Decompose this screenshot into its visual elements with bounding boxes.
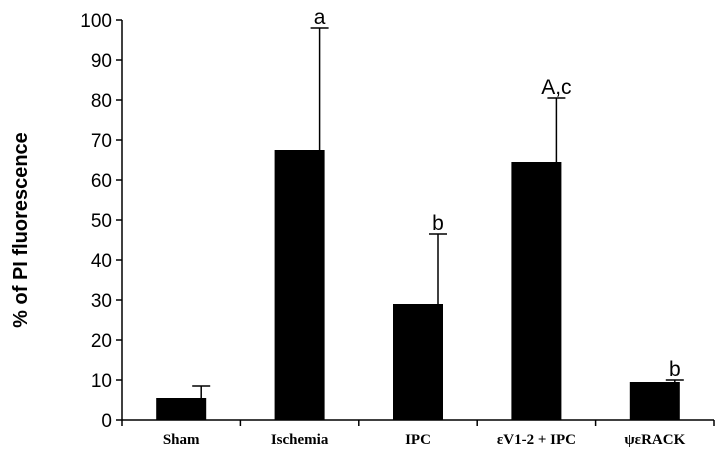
bar: [393, 304, 443, 420]
y-tick-label: 0: [101, 411, 112, 432]
significance-label: b: [669, 358, 681, 381]
significance-labels: a b A,c b: [314, 6, 681, 381]
y-tick-label: 80: [91, 91, 112, 112]
bar: [511, 162, 562, 420]
y-tick-label: 20: [91, 331, 112, 352]
bar: [156, 398, 207, 420]
y-tick-label: 60: [91, 171, 112, 192]
y-tick-label: 90: [91, 51, 112, 72]
y-axis: 0 10 20 30 40 50 60 70 80 90 100: [80, 11, 123, 432]
y-tick-label: 10: [91, 371, 112, 392]
y-tick-label: 70: [91, 131, 112, 152]
category-label: ψεRACK: [624, 432, 685, 448]
x-axis: [121, 419, 715, 426]
significance-label: A,c: [541, 76, 571, 99]
category-label: Sham: [163, 432, 200, 448]
category-label: Ischemia: [271, 432, 329, 448]
bar: [629, 382, 680, 420]
category-labels: Sham Ischemia IPC εV1-2 + IPC ψεRACK: [163, 432, 686, 448]
error-bars: [192, 27, 684, 398]
bar: [274, 150, 325, 420]
category-label: εV1-2 + IPC: [497, 432, 576, 448]
y-tick-label: 50: [91, 211, 112, 232]
bars: [156, 150, 680, 420]
significance-label: b: [432, 212, 444, 235]
y-tick-label: 40: [91, 251, 112, 272]
significance-label: a: [314, 6, 326, 29]
y-tick-label: 100: [80, 11, 112, 32]
y-axis-label: % of PI fluorescence: [10, 132, 32, 328]
y-tick-label: 30: [91, 291, 112, 312]
category-label: IPC: [405, 432, 431, 448]
